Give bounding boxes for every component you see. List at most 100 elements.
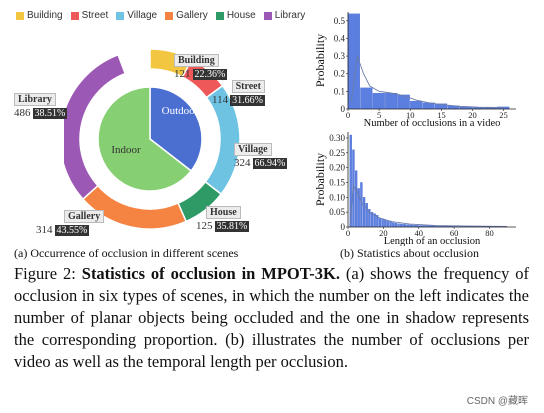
histogram-bar — [384, 219, 387, 228]
y-tick-label: 0 — [341, 222, 346, 232]
density-curve — [350, 55, 504, 109]
legend-swatch — [215, 11, 224, 20]
y-tick-label: 0.10 — [329, 192, 345, 202]
x-tick-label: 0 — [346, 228, 350, 238]
callout-name: House — [206, 206, 241, 219]
x-tick-label: 5 — [377, 110, 381, 120]
histogram-bar — [385, 92, 398, 110]
y-tick-label: 0.05 — [329, 207, 345, 217]
x-tick-label: 25 — [499, 110, 508, 120]
callout-count: 125 — [196, 220, 213, 232]
histogram-bar — [360, 87, 373, 110]
inner-label-indoor: Indoor — [111, 144, 141, 156]
legend-label: Building — [27, 10, 63, 21]
subcaption-a: (a) Occurrence of occlusion in different… — [14, 246, 239, 260]
callout-village: Village 324 66.94% — [234, 139, 288, 169]
y-axis-label: Probability — [313, 153, 327, 206]
caption-title: Statistics of occlusion in MPOT-3K. — [81, 264, 340, 283]
callout-pct: 35.81% — [214, 220, 250, 232]
histogram-bar — [372, 92, 385, 110]
x-tick-label: 10 — [406, 110, 415, 120]
histogram-bar — [360, 182, 363, 228]
histogram-bar — [354, 170, 358, 228]
x-tick-label: 15 — [437, 110, 446, 120]
histogram-bar — [394, 222, 398, 228]
donut-slice-library — [64, 53, 127, 201]
callout-name: Street — [231, 80, 265, 93]
x-tick-label: 40 — [414, 228, 423, 238]
x-tick-label: 60 — [450, 228, 459, 238]
inner-slice-indoor — [97, 86, 193, 192]
legend-swatch — [165, 11, 174, 20]
legend-label: Library — [274, 10, 306, 21]
y-tick-label: 0 — [341, 104, 346, 114]
inner-slice-outdoor — [149, 86, 203, 172]
figure-caption: Figure 2: Statistics of occlusion in MPO… — [14, 263, 529, 373]
callout-pct: 43.55% — [54, 224, 90, 236]
y-tick-label: 0.2 — [334, 69, 345, 79]
inner-label-outdoor: Outdoor — [162, 105, 199, 117]
histogram-bar — [386, 220, 390, 228]
callout-count: 121 — [174, 68, 191, 80]
legend: Building Street Village Gallery House Library — [16, 10, 305, 21]
callout-pct: 38.51% — [32, 107, 68, 119]
histogram-bar — [389, 221, 392, 228]
legend-label: Street — [81, 10, 109, 21]
legend-item-gallery: Gallery — [165, 10, 208, 21]
legend-item-building: Building — [16, 10, 63, 21]
y-tick-label: 0.15 — [329, 177, 345, 187]
legend-label: Village — [127, 10, 158, 21]
x-tick-label: 0 — [346, 110, 350, 120]
x-axis-label: Length of an occlusion — [384, 236, 481, 246]
y-tick-label: 0.25 — [329, 148, 345, 158]
callout-building: Building 121 22.36% — [174, 50, 228, 80]
histogram-bar — [365, 203, 368, 228]
legend-swatch — [263, 11, 272, 20]
histogram-bar — [378, 217, 382, 228]
callout-street: Street 114 31.66% — [212, 76, 265, 106]
y-tick-label: 0.5 — [334, 16, 346, 26]
subcaption-b: (b) Statistics about occlusion — [340, 246, 479, 260]
x-tick-label: 80 — [485, 228, 494, 238]
y-tick-label: 0.3 — [334, 51, 346, 61]
legend-label: House — [226, 10, 256, 21]
legend-item-library: Library — [263, 10, 306, 21]
y-tick-label: 0.4 — [334, 33, 346, 43]
callout-count: 324 — [234, 157, 251, 169]
y-tick-label: 0.20 — [329, 163, 345, 173]
callout-pct: 22.36% — [192, 68, 228, 80]
callout-count: 314 — [36, 224, 53, 236]
y-tick-label: 0.30 — [329, 133, 345, 143]
callout-name: Village — [234, 143, 272, 156]
histogram-bar — [362, 197, 366, 228]
callout-count: 114 — [212, 94, 229, 106]
legend-item-village: Village — [116, 10, 157, 21]
callout-pct: 66.94% — [252, 157, 288, 169]
caption-label: Figure 2: — [14, 264, 76, 283]
histogram-bar — [381, 218, 384, 228]
callout-house: House 125 35.81% — [196, 202, 250, 232]
donut-chart: Outdoor Indoor — [64, 48, 241, 230]
histogram-bar — [410, 100, 423, 110]
histogram-occlusion-length: 0 0.05 0.10 0.15 0.20 0.25 0.30 0 20 40 60 80 Length… — [313, 132, 516, 246]
legend-item-house: House — [215, 10, 256, 21]
x-axis-label: Number of occlusions in a video — [364, 118, 501, 129]
callout-library: Library 486 38.51% — [14, 89, 68, 119]
histogram-bar — [347, 13, 360, 110]
x-tick-label: 20 — [468, 110, 477, 120]
density-curve — [349, 184, 508, 228]
x-tick-label: 20 — [379, 228, 388, 238]
histogram-bar — [392, 222, 395, 228]
watermark: CSDN @藏晖 — [466, 396, 528, 407]
callout-name: Building — [174, 54, 219, 67]
histogram-bar — [397, 223, 400, 228]
legend-swatch — [116, 11, 125, 20]
y-tick-label: 0.1 — [334, 86, 345, 96]
callout-name: Gallery — [64, 210, 105, 223]
caption-body: (a) shows the frequency of occlusion in … — [14, 264, 529, 371]
legend-swatch — [16, 11, 24, 20]
y-axis-label: Probability — [313, 34, 327, 87]
legend-swatch — [70, 11, 79, 20]
callout-count: 486 — [14, 107, 31, 119]
legend-item-street: Street — [70, 10, 109, 21]
